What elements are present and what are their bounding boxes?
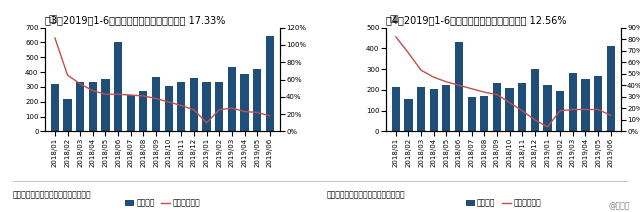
Bar: [127, 95, 135, 131]
Bar: [417, 87, 425, 131]
Bar: [455, 42, 463, 131]
Bar: [101, 79, 109, 131]
Text: 图4：2019年1-6月公司销售面积累计同比增长 12.56%: 图4：2019年1-6月公司销售面积累计同比增长 12.56%: [386, 15, 566, 25]
Bar: [266, 36, 274, 131]
Bar: [51, 84, 59, 131]
Bar: [114, 42, 122, 131]
Bar: [202, 82, 211, 131]
Bar: [480, 96, 488, 131]
Bar: [556, 91, 564, 131]
Bar: [392, 87, 400, 131]
Legend: 销售面积, 累计同比增长: 销售面积, 累计同比增长: [463, 195, 544, 211]
Bar: [63, 99, 72, 131]
Bar: [404, 99, 413, 131]
Bar: [506, 88, 514, 131]
Bar: [164, 86, 173, 131]
Text: 亿元: 亿元: [49, 14, 58, 23]
Bar: [241, 74, 248, 131]
Bar: [518, 83, 526, 131]
Text: 万平: 万平: [390, 14, 399, 23]
Bar: [581, 79, 589, 131]
Bar: [569, 73, 577, 131]
Legend: 销售金额, 累计同比增长: 销售金额, 累计同比增长: [122, 195, 203, 211]
Bar: [468, 97, 476, 131]
Bar: [89, 82, 97, 131]
Bar: [76, 82, 84, 131]
Text: 图3：2019年1-6月公司销售金额累计同比增长 17.33%: 图3：2019年1-6月公司销售金额累计同比增长 17.33%: [45, 15, 225, 25]
Bar: [429, 89, 438, 131]
Bar: [607, 46, 615, 131]
Bar: [442, 85, 451, 131]
Bar: [543, 85, 552, 131]
Bar: [215, 82, 223, 131]
Bar: [190, 78, 198, 131]
Bar: [531, 69, 539, 131]
Text: @格隆汇: @格隆汇: [609, 201, 630, 210]
Bar: [493, 83, 501, 131]
Bar: [177, 82, 186, 131]
Bar: [140, 91, 147, 131]
Text: 资料来源：公司公告，长江证券研究所: 资料来源：公司公告，长江证券研究所: [326, 190, 405, 199]
Bar: [228, 67, 236, 131]
Text: 资料来源：公司公告，长江证券研究所: 资料来源：公司公告，长江证券研究所: [13, 190, 92, 199]
Bar: [253, 69, 261, 131]
Bar: [152, 77, 160, 131]
Bar: [594, 76, 602, 131]
